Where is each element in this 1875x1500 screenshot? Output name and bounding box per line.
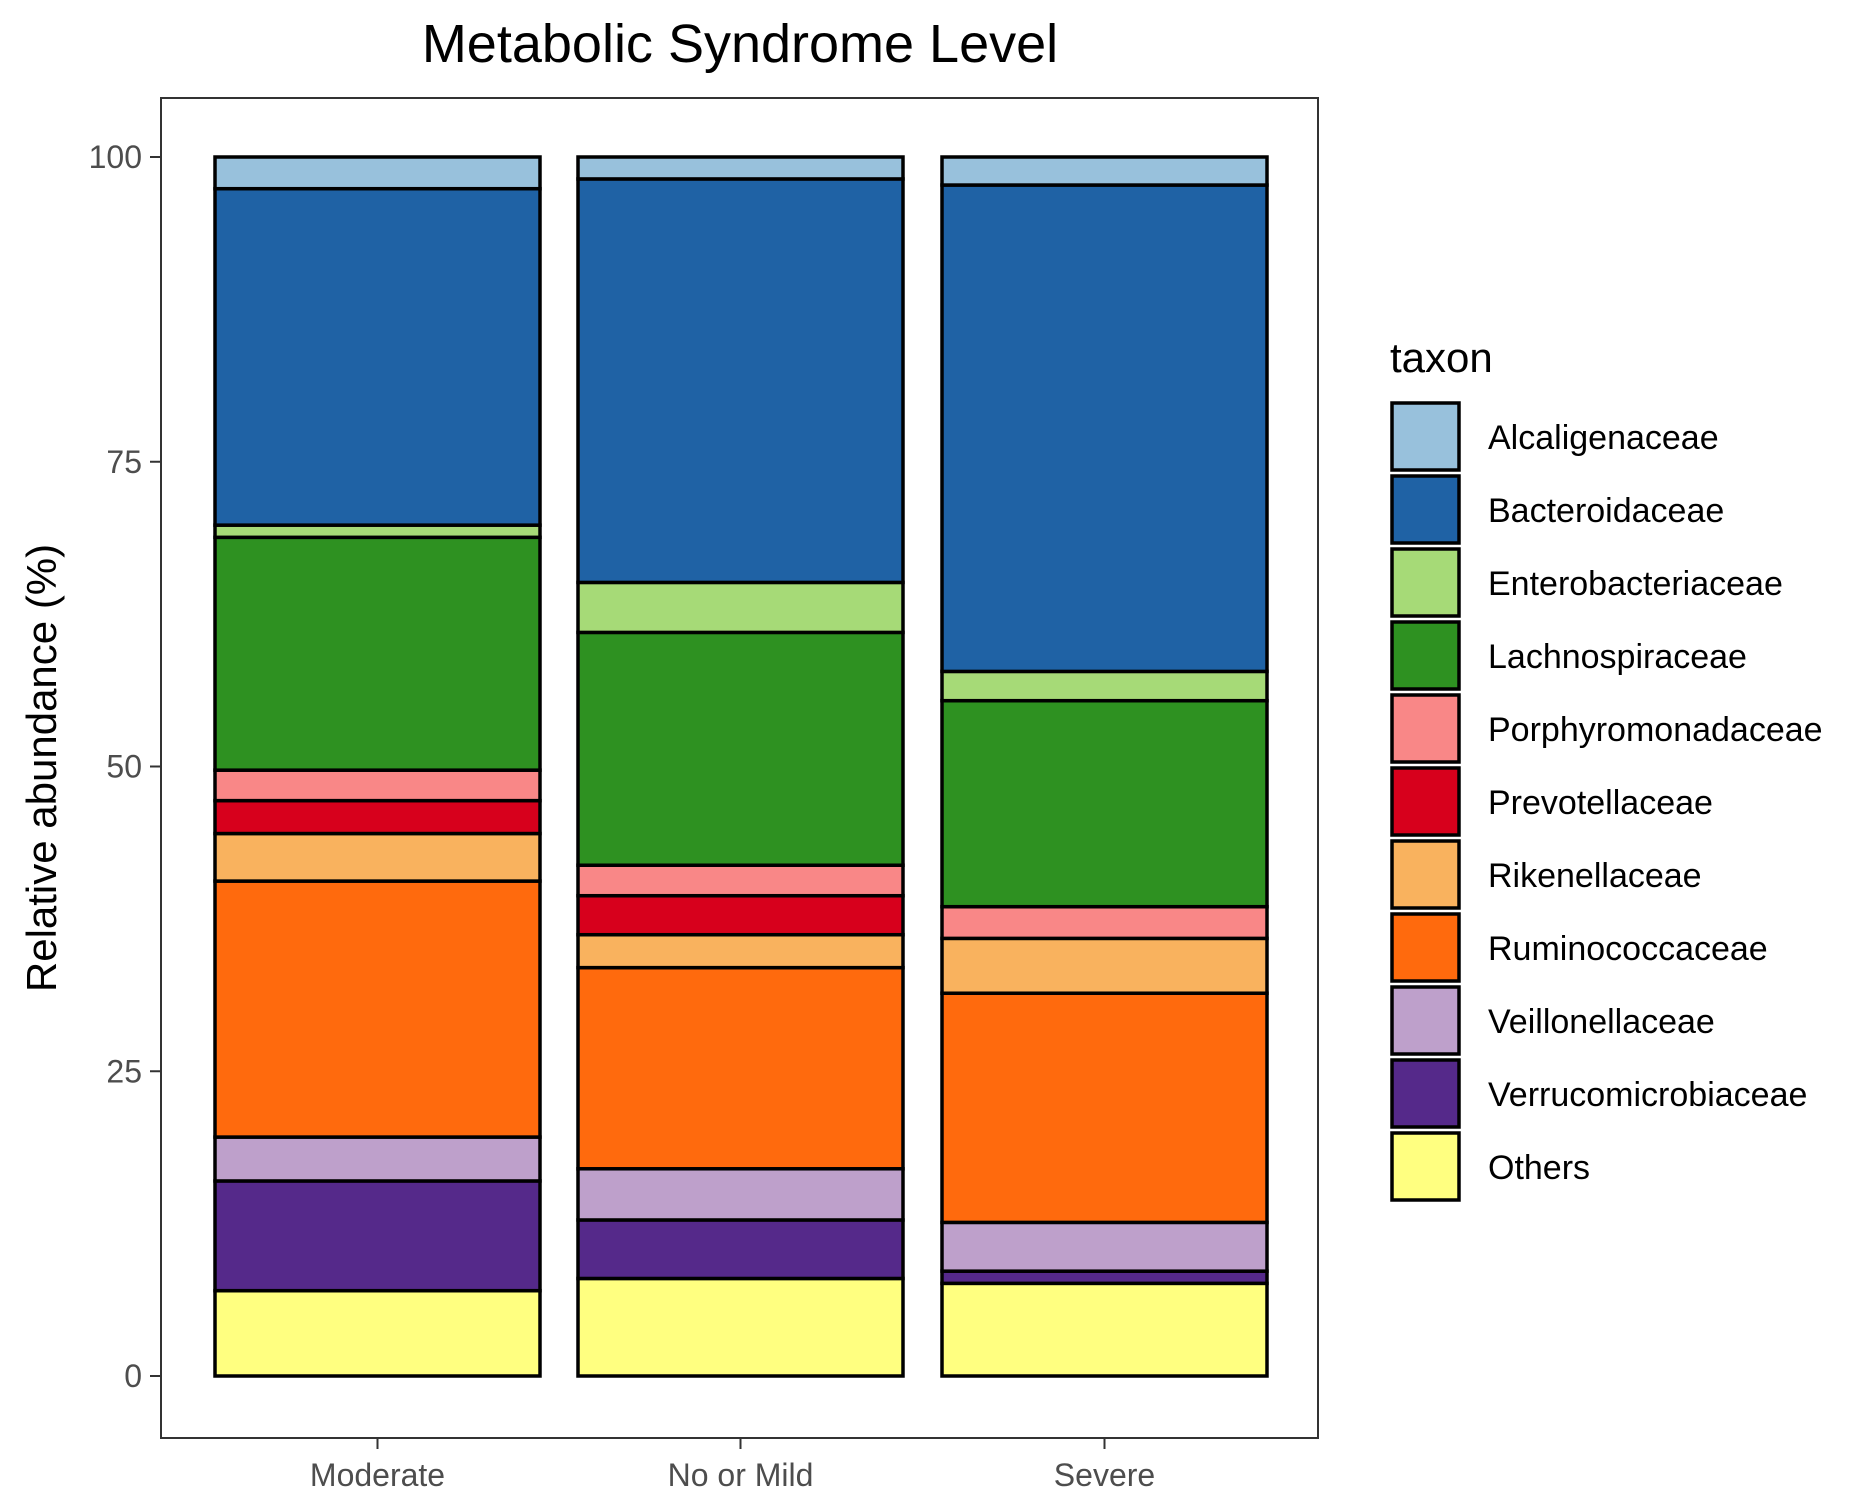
legend-label: Others: [1488, 1149, 1590, 1187]
legend-key: [1390, 839, 1461, 910]
legend-label: Veillonellaceae: [1488, 1003, 1715, 1041]
bars: [213, 155, 1269, 1378]
bar-segment: [576, 965, 905, 1171]
legend-key: [1390, 985, 1461, 1056]
legend-key: [1390, 474, 1461, 545]
legend-label: Bacteroidaceae: [1488, 492, 1724, 530]
legend-label: Alcaligenaceae: [1488, 419, 1719, 457]
x-tick-label: Moderate: [310, 1457, 445, 1493]
bar-segment: [940, 936, 1269, 995]
y-axis: 0 25 50 75 100: [89, 139, 161, 1394]
legend-label: Verrucomicrobiaceae: [1488, 1076, 1807, 1114]
bar-segment: [213, 831, 542, 883]
legend-key: [1390, 912, 1461, 983]
bar-segment: [213, 798, 542, 836]
legend-key: [1390, 547, 1461, 618]
bar-segment: [213, 535, 542, 772]
x-tick-label: No or Mild: [668, 1457, 814, 1493]
legend-key: [1390, 1058, 1461, 1129]
bar-segment: [576, 1276, 905, 1378]
bar-segment: [576, 630, 905, 867]
legend-key: [1390, 620, 1461, 691]
y-tick-label: 75: [106, 444, 142, 480]
legend-label: Lachnospiraceae: [1488, 638, 1747, 676]
bar-segment: [576, 580, 905, 635]
bar-segment: [213, 186, 542, 527]
bar-segment: [576, 155, 905, 181]
bar-segment: [576, 932, 905, 970]
bar-segment: [940, 904, 1269, 941]
legend-key: [1390, 766, 1461, 837]
bar-segment: [940, 1269, 1269, 1286]
chart-title: Metabolic Syndrome Level: [422, 14, 1058, 74]
legend-key: [1390, 693, 1461, 764]
bar-segment: [576, 1167, 905, 1222]
x-axis: Moderate No or Mild Severe: [310, 1438, 1155, 1493]
bar-segment: [213, 768, 542, 803]
bar-segment: [213, 879, 542, 1139]
bar-segment: [940, 1281, 1269, 1378]
bar-segment: [213, 523, 542, 540]
y-tick-label: 50: [106, 749, 142, 785]
bar-segment: [940, 155, 1269, 187]
bar-segment: [213, 155, 542, 191]
bar-segment: [940, 991, 1269, 1225]
bar-segment: [576, 1218, 905, 1281]
legend-title: taxon: [1390, 334, 1493, 381]
y-axis-title: Relative abundance (%): [18, 544, 65, 992]
y-tick-label: 100: [89, 139, 142, 175]
bar-segment: [213, 1179, 542, 1293]
bar-segment: [576, 177, 905, 585]
bar-segment: [940, 183, 1269, 674]
legend-key: [1390, 1131, 1461, 1202]
y-tick-label: 0: [124, 1358, 142, 1394]
legend: taxon Alcaligenaceae Bacteroidaceae Entero…: [1390, 334, 1823, 1202]
bar-segment: [940, 669, 1269, 703]
bar-segment: [576, 893, 905, 937]
legend-label: Porphyromonadaceae: [1488, 711, 1823, 749]
bar-segment: [576, 863, 905, 898]
legend-key: [1390, 401, 1461, 472]
legend-label: Enterobacteriaceae: [1488, 565, 1783, 603]
legend-label: Rikenellaceae: [1488, 857, 1702, 895]
y-tick-label: 25: [106, 1053, 142, 1089]
bar-segment: [940, 1220, 1269, 1273]
bar-segment: [213, 1288, 542, 1378]
legend-label: Prevotellaceae: [1488, 784, 1713, 822]
x-tick-label: Severe: [1054, 1457, 1155, 1493]
legend-label: Ruminococcaceae: [1488, 930, 1768, 968]
bar-segment: [213, 1135, 542, 1183]
bar-segment: [940, 698, 1269, 909]
